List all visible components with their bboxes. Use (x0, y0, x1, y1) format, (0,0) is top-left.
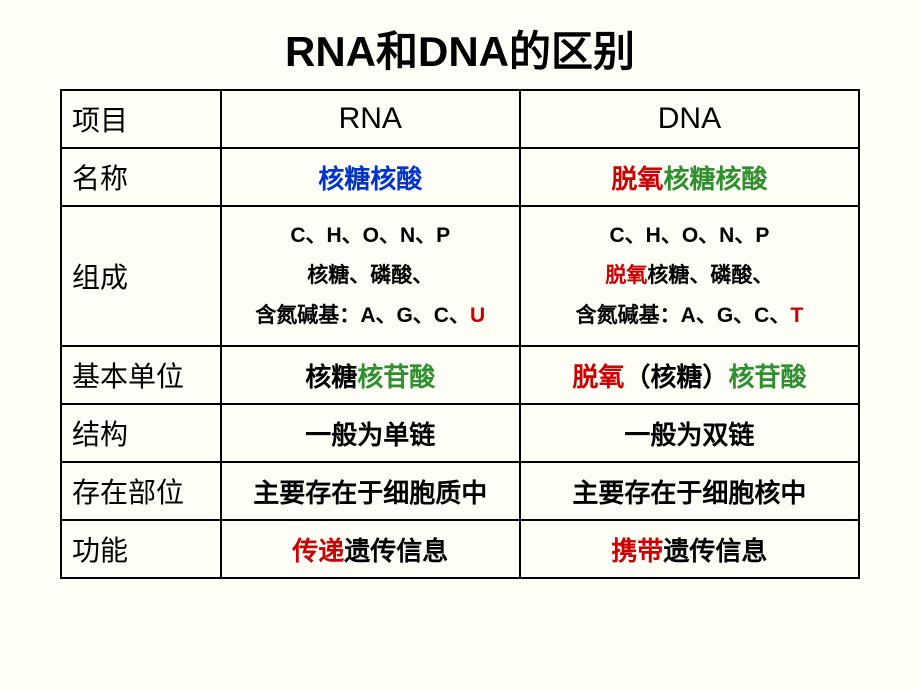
header-col3: DNA (520, 90, 859, 148)
label-name: 名称 (61, 148, 221, 206)
table-header-row: 项目 RNA DNA (61, 90, 859, 148)
rna-bases-common: A、G、C、 (360, 304, 470, 327)
rna-bases: 含氮碱基：A、G、C、U (232, 296, 509, 336)
dna-base-unique: T (790, 304, 803, 327)
dna-name: 脱氧核糖核酸 (520, 148, 859, 206)
rna-structure: 一般为单链 (221, 404, 520, 462)
label-structure: 结构 (61, 404, 221, 462)
label-composition: 组成 (61, 206, 221, 346)
rna-unit-b: 核苷酸 (357, 362, 435, 392)
rna-location: 主要存在于细胞质中 (221, 462, 520, 520)
rna-name: 核糖核酸 (221, 148, 520, 206)
dna-location: 主要存在于细胞核中 (520, 462, 859, 520)
label-location: 存在部位 (61, 462, 221, 520)
dna-bases-label: 含氮碱基： (576, 304, 681, 327)
row-composition: 组成 C、H、O、N、P 核糖、磷酸、 含氮碱基：A、G、C、U C、H、O、N… (61, 206, 859, 346)
rna-unit: 核糖核苷酸 (221, 346, 520, 404)
dna-elements: C、H、O、N、P (531, 216, 848, 256)
row-structure: 结构 一般为单链 一般为双链 (61, 404, 859, 462)
dna-composition: C、H、O、N、P 脱氧核糖、磷酸、 含氮碱基：A、G、C、T (520, 206, 859, 346)
rna-unit-a: 核糖 (305, 362, 357, 392)
dna-unit-c: 核苷酸 (728, 362, 806, 392)
row-unit: 基本单位 核糖核苷酸 脱氧（核糖）核苷酸 (61, 346, 859, 404)
dna-func-a: 携带 (611, 536, 663, 566)
row-name: 名称 核糖核酸 脱氧核糖核酸 (61, 148, 859, 206)
dna-bases-common: A、G、C、 (681, 304, 791, 327)
page-title: RNA和DNA的区别 (0, 0, 920, 89)
dna-bases: 含氮碱基：A、G、C、T (531, 296, 848, 336)
dna-name-rest: 核糖核酸 (663, 164, 767, 194)
rna-sugar: 核糖、磷酸、 (232, 256, 509, 296)
rna-func-a: 传递 (292, 536, 344, 566)
dna-unit: 脱氧（核糖）核苷酸 (520, 346, 859, 404)
dna-function: 携带遗传信息 (520, 520, 859, 578)
label-function: 功能 (61, 520, 221, 578)
dna-sugar-rest: 核糖、磷酸、 (647, 264, 773, 287)
dna-structure: 一般为双链 (520, 404, 859, 462)
rna-bases-label: 含氮碱基： (255, 304, 360, 327)
header-col2: RNA (221, 90, 520, 148)
dna-sugar: 脱氧核糖、磷酸、 (531, 256, 848, 296)
dna-name-prefix: 脱氧 (611, 164, 663, 194)
label-unit: 基本单位 (61, 346, 221, 404)
rna-name-text: 核糖核酸 (318, 164, 422, 194)
rna-base-unique: U (470, 304, 485, 327)
header-col1: 项目 (61, 90, 221, 148)
comparison-table: 项目 RNA DNA 名称 核糖核酸 脱氧核糖核酸 组成 C、H、O、N、P 核… (60, 89, 860, 579)
rna-elements: C、H、O、N、P (232, 216, 509, 256)
rna-function: 传递遗传信息 (221, 520, 520, 578)
dna-sugar-prefix: 脱氧 (605, 264, 647, 287)
dna-unit-a: 脱氧 (572, 362, 624, 392)
row-function: 功能 传递遗传信息 携带遗传信息 (61, 520, 859, 578)
row-location: 存在部位 主要存在于细胞质中 主要存在于细胞核中 (61, 462, 859, 520)
rna-composition: C、H、O、N、P 核糖、磷酸、 含氮碱基：A、G、C、U (221, 206, 520, 346)
dna-func-b: 遗传信息 (663, 536, 767, 566)
rna-func-b: 遗传信息 (344, 536, 448, 566)
dna-unit-b: （核糖） (624, 362, 728, 392)
